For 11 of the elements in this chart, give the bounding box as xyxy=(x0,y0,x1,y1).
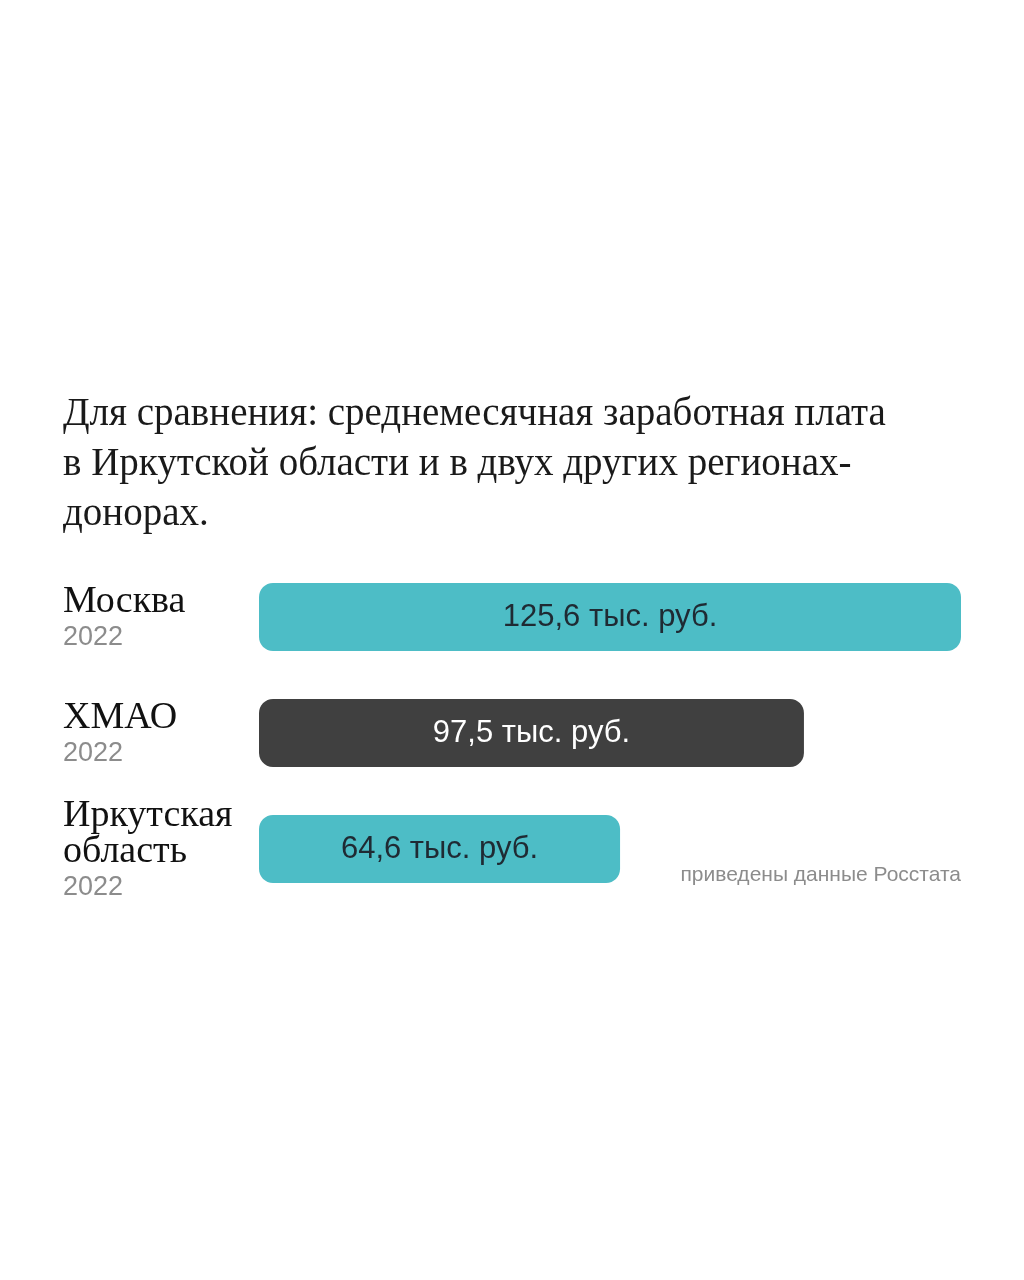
data-label: 64,6 тыс. руб. xyxy=(340,830,539,865)
annotation: приведены данные Росстата xyxy=(680,861,962,885)
y-tick-label: Москва xyxy=(63,578,186,620)
chart-title: Для сравнения: среднемесячная заработная плата в Иркутской области и в двух других регионах-донорах. xyxy=(63,390,886,534)
data-label: 125,6 тыс. руб. xyxy=(502,598,718,633)
text: 2022 xyxy=(63,737,124,767)
text: 2022 xyxy=(63,621,124,651)
text: 2022 xyxy=(63,871,124,901)
y-tick-label: ХМАО xyxy=(63,694,178,736)
y-tick-label: Иркутская область xyxy=(63,792,233,870)
data-label: 97,5 тыс. руб. xyxy=(432,714,631,749)
